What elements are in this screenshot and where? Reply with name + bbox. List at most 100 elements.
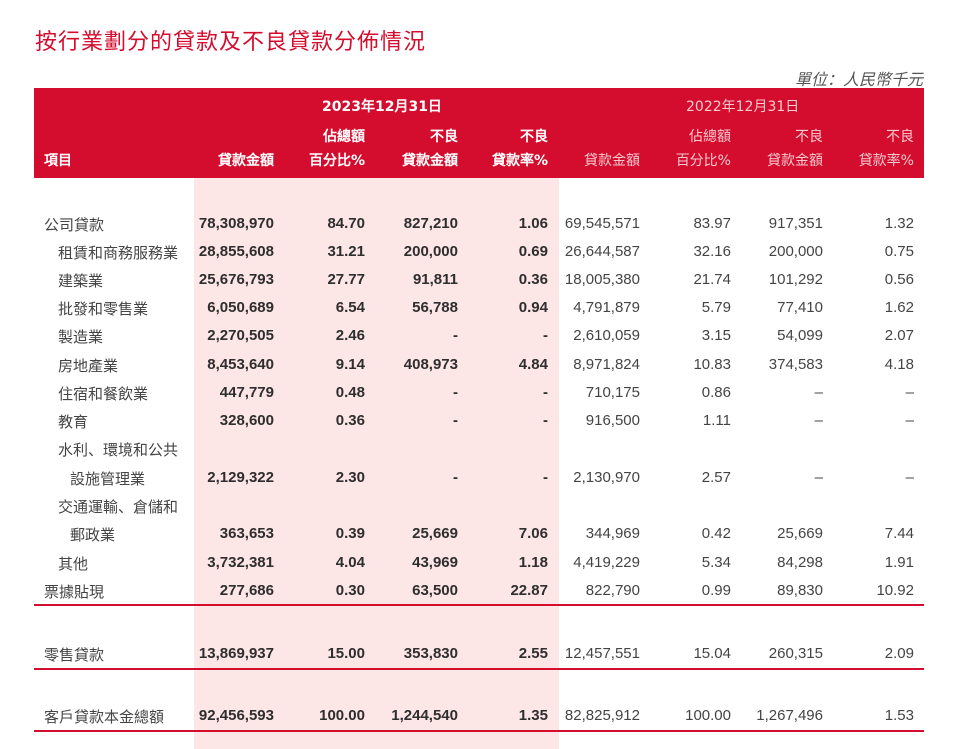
row-label: 住宿和餐飲業: [58, 385, 149, 403]
row-label: 教育: [58, 413, 89, 431]
cell: 13,869,937: [198, 645, 274, 662]
cell: 92,456,593: [198, 707, 274, 724]
cell: 328,600: [219, 412, 274, 429]
cell: 10.92: [876, 582, 914, 599]
section-divider: [34, 604, 924, 606]
cell: 2,130,970: [573, 469, 640, 486]
row-label: 設施管理業: [70, 470, 146, 488]
cell: -: [543, 469, 548, 486]
cell: 7.44: [884, 525, 914, 542]
header-2022-rate-l1: 不良: [886, 129, 914, 145]
cell: 100.00: [685, 707, 731, 724]
cell: 1.11: [702, 412, 731, 429]
cell: 9.14: [335, 356, 365, 373]
cell: 200,000: [403, 243, 458, 260]
cell: 82,825,912: [564, 707, 640, 724]
cell: 31.21: [327, 243, 365, 260]
cell: 10.83: [693, 356, 731, 373]
cell: 15.00: [327, 645, 365, 662]
row-label: 票據貼現: [44, 583, 105, 601]
cell: 54,099: [777, 327, 823, 344]
table-row: 公司貸款 78,308,970 84.70 827,210 1.06 69,545,571…: [0, 214, 960, 240]
table-row: 票據貼現 277,686 0.30 63,500 22.87 822,790 0.99 89,…: [0, 581, 960, 607]
cell: 277,686: [219, 582, 274, 599]
cell: 2.30: [335, 469, 365, 486]
cell: –: [905, 469, 914, 486]
cell: 4.84: [518, 356, 548, 373]
cell: 0.42: [701, 525, 731, 542]
header-period-2022: 2022年12月31日: [686, 99, 800, 115]
cell: 827,210: [403, 215, 458, 232]
cell: –: [814, 412, 823, 429]
row-label: 公司貸款: [44, 216, 105, 234]
cell: 78,308,970: [198, 215, 274, 232]
row-label: 其他: [58, 555, 89, 573]
table-row: 設施管理業 2,129,322 2.30 - - 2,130,970 2.57 – –: [0, 468, 960, 494]
cell: 25,669: [412, 525, 458, 542]
row-label: 客戶貸款本金總額: [44, 708, 165, 726]
header-2022-rate-l2: 貸款率%: [858, 153, 914, 169]
row-label: 製造業: [58, 328, 104, 346]
cell: –: [814, 384, 823, 401]
cell: 2,270,505: [207, 327, 274, 344]
cell: 12,457,551: [564, 645, 640, 662]
header-2023-share-l2: 百分比%: [308, 153, 365, 169]
cell: 2,610,059: [573, 327, 640, 344]
cell: 0.36: [335, 412, 365, 429]
cell: -: [453, 327, 458, 344]
cell: 1.91: [884, 554, 914, 571]
retail-divider: [34, 668, 924, 670]
cell: 22.87: [510, 582, 548, 599]
cell: 8,453,640: [207, 356, 274, 373]
cell: 1.62: [884, 299, 914, 316]
cell: 15.04: [693, 645, 731, 662]
cell: 32.16: [693, 243, 731, 260]
cell: 77,410: [777, 299, 823, 316]
cell: 7.06: [518, 525, 548, 542]
table-row: 教育 328,600 0.36 - - 916,500 1.11 – –: [0, 411, 960, 437]
page-title: 按行業劃分的貸款及不良貸款分佈情況: [35, 30, 427, 55]
cell: 4.18: [884, 356, 914, 373]
cell: 2.55: [518, 645, 548, 662]
header-2022-share-l2: 百分比%: [675, 153, 731, 169]
cell: -: [453, 412, 458, 429]
cell: 0.56: [884, 271, 914, 288]
cell: 4,419,229: [573, 554, 640, 571]
cell: 0.75: [884, 243, 914, 260]
cell: 8,971,824: [573, 356, 640, 373]
cell: -: [543, 384, 548, 401]
header-2022-npl-l2: 貸款金額: [767, 153, 823, 169]
cell: 917,351: [768, 215, 823, 232]
cell: 43,969: [412, 554, 458, 571]
cell: 344,969: [585, 525, 640, 542]
cell: –: [905, 384, 914, 401]
header-period-2023: 2023年12月31日: [322, 99, 442, 115]
cell: 1,244,540: [391, 707, 458, 724]
cell: 5.34: [701, 554, 731, 571]
highlight-column-2023: [194, 178, 559, 749]
row-label: 郵政業: [70, 526, 116, 544]
row-label: 批發和零售業: [58, 300, 149, 318]
cell: 710,175: [585, 384, 640, 401]
cell: 3,732,381: [207, 554, 274, 571]
cell: –: [905, 412, 914, 429]
header-2022-npl-l1: 不良: [795, 129, 823, 145]
unit-note: 單位：人民幣千元: [794, 70, 923, 89]
cell: 408,973: [403, 356, 458, 373]
cell: 18,005,380: [564, 271, 640, 288]
cell: 1.06: [518, 215, 548, 232]
header-2022-share-l1: 佔總額: [689, 129, 731, 145]
cell: –: [814, 469, 823, 486]
cell: 2,129,322: [207, 469, 274, 486]
cell: 56,788: [412, 299, 458, 316]
header-2023-npl-l2: 貸款金額: [402, 153, 458, 169]
table-row: 房地產業 8,453,640 9.14 408,973 4.84 8,971,824 10.…: [0, 355, 960, 381]
table-row: 郵政業 363,653 0.39 25,669 7.06 344,969 0.42 25,66…: [0, 524, 960, 550]
cell: 1.18: [518, 554, 548, 571]
row-label: 水利、環境和公共: [58, 441, 179, 459]
cell: 0.86: [701, 384, 731, 401]
cell: 83.97: [693, 215, 731, 232]
cell: 89,830: [777, 582, 823, 599]
cell: 6.54: [335, 299, 365, 316]
header-2023-rate-l1: 不良: [520, 129, 548, 145]
